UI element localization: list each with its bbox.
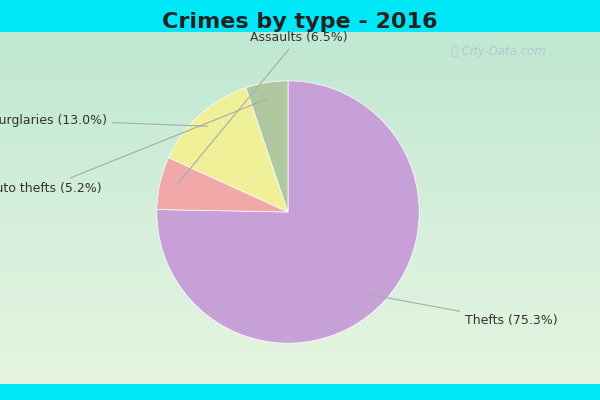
Text: Burglaries (13.0%): Burglaries (13.0%) [0, 114, 208, 127]
Text: Crimes by type - 2016: Crimes by type - 2016 [162, 12, 438, 32]
Text: Assaults (6.5%): Assaults (6.5%) [177, 31, 347, 184]
Text: Thefts (75.3%): Thefts (75.3%) [371, 295, 558, 327]
Wedge shape [157, 81, 419, 343]
Wedge shape [169, 88, 288, 212]
Wedge shape [246, 81, 288, 212]
Text: Auto thefts (5.2%): Auto thefts (5.2%) [0, 99, 266, 195]
Wedge shape [157, 158, 288, 212]
Text: ⓘ City-Data.com: ⓘ City-Data.com [451, 46, 545, 58]
